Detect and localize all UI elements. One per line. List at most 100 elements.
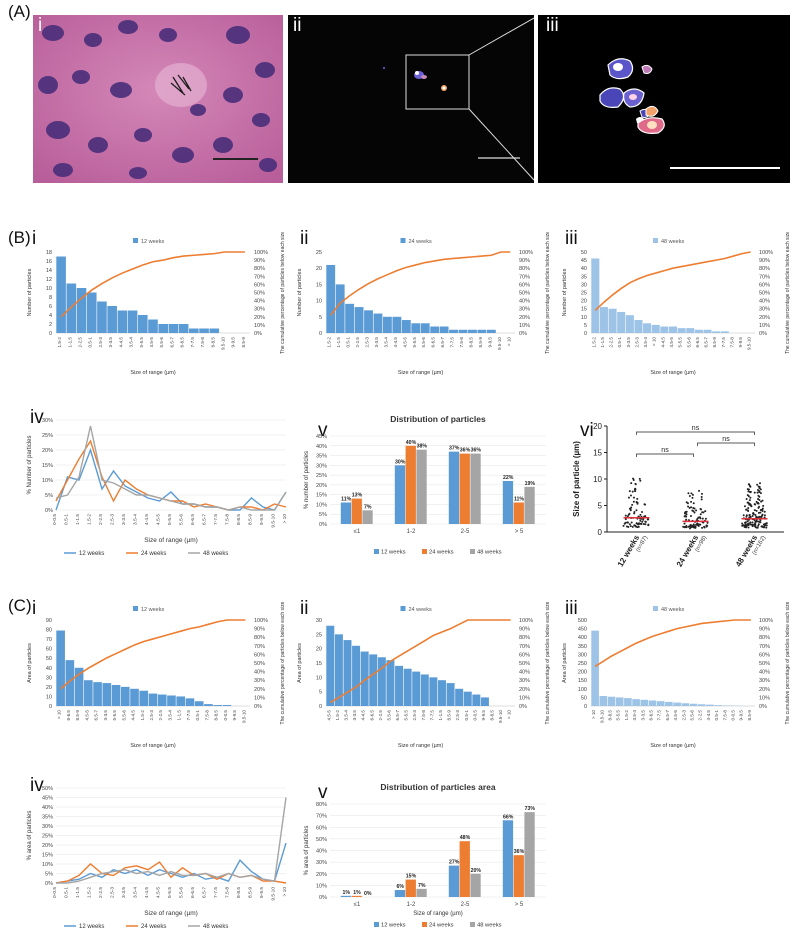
bar — [721, 331, 729, 333]
y-tick-label: 18 — [46, 250, 52, 256]
y-tick-label: 15 — [316, 282, 322, 288]
legend-label: 24 weeks — [141, 551, 166, 557]
x-axis-label: Size of range (µm) — [413, 911, 462, 917]
x-tick-label: 2.5-3 — [634, 337, 639, 348]
x-tick-label: 8-8.5 — [236, 514, 242, 525]
zoom-micrograph — [538, 15, 790, 183]
bar — [343, 640, 351, 706]
y-tick-label: 10% — [316, 883, 327, 889]
y-tick-label: 30 — [46, 675, 52, 681]
y2-tick-label: 30% — [759, 307, 770, 313]
x-tick-label: 7-7.5 — [721, 337, 726, 348]
data-point — [762, 500, 764, 502]
x-tick-label: 3-3.5 — [374, 337, 379, 348]
bar — [213, 705, 222, 706]
y-tick-label: 40% — [42, 805, 53, 811]
x-tick-label: ≤1 — [354, 902, 361, 908]
x-tick-label: 9-9.5 — [739, 710, 744, 721]
bar — [660, 327, 668, 333]
x-tick-label: 5-5.5 — [412, 337, 417, 348]
data-point — [629, 490, 631, 492]
x-tick-label: 1-1.5 — [336, 337, 341, 348]
y2-tick-label: 90% — [519, 627, 530, 633]
y-tick-label: 15% — [42, 463, 53, 469]
data-point — [745, 521, 747, 523]
x-tick-label: 0-0.5 — [223, 710, 228, 721]
y2-tick-label: 60% — [519, 652, 530, 658]
bar — [406, 880, 416, 897]
y-tick-label: 25% — [42, 433, 53, 439]
data-point — [631, 504, 633, 506]
data-point — [759, 486, 761, 488]
bar — [121, 687, 130, 706]
x-tick-label: > 5 — [515, 529, 524, 535]
x-tick-label: 0.5-1 — [617, 337, 622, 348]
x-axis-label: Size of range (µm) — [130, 743, 176, 749]
data-point — [639, 480, 641, 482]
y-tick-label: 6 — [49, 304, 52, 310]
y-tick-label: 30% — [316, 463, 327, 469]
data-label: 6% — [396, 884, 404, 890]
y-tick-label: 20 — [316, 647, 322, 653]
y2-tick-label: 100% — [759, 250, 773, 256]
x-tick-label: 9.5-10 — [220, 337, 225, 350]
y-tick-label: 200 — [578, 670, 587, 676]
data-point — [647, 519, 649, 521]
x-tick-label: 7.5-8 — [200, 337, 205, 348]
legend-swatch — [470, 549, 475, 554]
bar — [673, 703, 681, 706]
y-axis-label: % number of particles — [304, 451, 310, 509]
bar — [464, 692, 472, 706]
y2-tick-label: 60% — [759, 652, 770, 658]
data-point — [694, 526, 696, 528]
bar — [704, 330, 712, 333]
y-tick-label: 10 — [316, 675, 322, 681]
data-point — [691, 509, 693, 511]
y-tick-label: 45% — [42, 796, 53, 802]
x-tick-label: 2-2.5 — [78, 337, 83, 348]
data-label: 1% — [353, 890, 361, 896]
bar — [514, 855, 524, 897]
data-label: 36% — [471, 448, 482, 454]
x-tick-label: 8-8.5 — [236, 887, 242, 898]
y-tick-label: 20% — [316, 872, 327, 878]
x-tick-label: 4-4.5 — [361, 710, 366, 721]
x-tick-label: 5-5.5 — [112, 710, 117, 721]
x-tick-label: 1-2 — [407, 529, 416, 535]
data-point — [754, 525, 756, 527]
y-tick-label: 16 — [46, 259, 52, 265]
data-point — [625, 515, 627, 517]
y2-tick-label: 70% — [759, 274, 770, 280]
y2-tick-label: 20% — [759, 315, 770, 321]
x-tick-label: 7.5-8 — [225, 514, 231, 525]
data-point — [639, 520, 641, 522]
x-tick-label: 4-4.5 — [131, 710, 136, 721]
y-tick-label: 5 — [598, 502, 603, 511]
bar — [421, 323, 430, 333]
y2-tick-label: 10% — [519, 695, 530, 701]
y-tick-label: 0 — [319, 331, 322, 337]
x-tick-label: 1-1.5 — [600, 337, 605, 348]
y-tick-label: 40 — [46, 666, 52, 672]
data-point — [764, 525, 766, 527]
y-tick-label: 40% — [316, 444, 327, 450]
data-point — [687, 505, 689, 507]
legend: 12 weeks — [133, 238, 164, 245]
bar — [364, 310, 373, 333]
x-tick-label: 4.5-5 — [156, 514, 162, 525]
x-tick-label: 2.5-3 — [681, 710, 686, 721]
y-tick-label: 50% — [42, 786, 53, 792]
bar — [352, 646, 360, 706]
legend-label: 48 weeks — [203, 924, 228, 930]
data-label: 1% — [342, 890, 350, 896]
y2-tick-label: 10% — [759, 695, 770, 701]
chart-svg: Distribution of particles area0%10%20%30… — [300, 776, 550, 931]
data-point — [636, 501, 638, 503]
x-tick-label: 4.5-5 — [84, 710, 89, 721]
y2-tick-label: 10% — [254, 323, 265, 329]
data-point — [633, 501, 635, 503]
significance-label: ns — [692, 425, 700, 432]
y-tick-label: 25% — [42, 834, 53, 840]
